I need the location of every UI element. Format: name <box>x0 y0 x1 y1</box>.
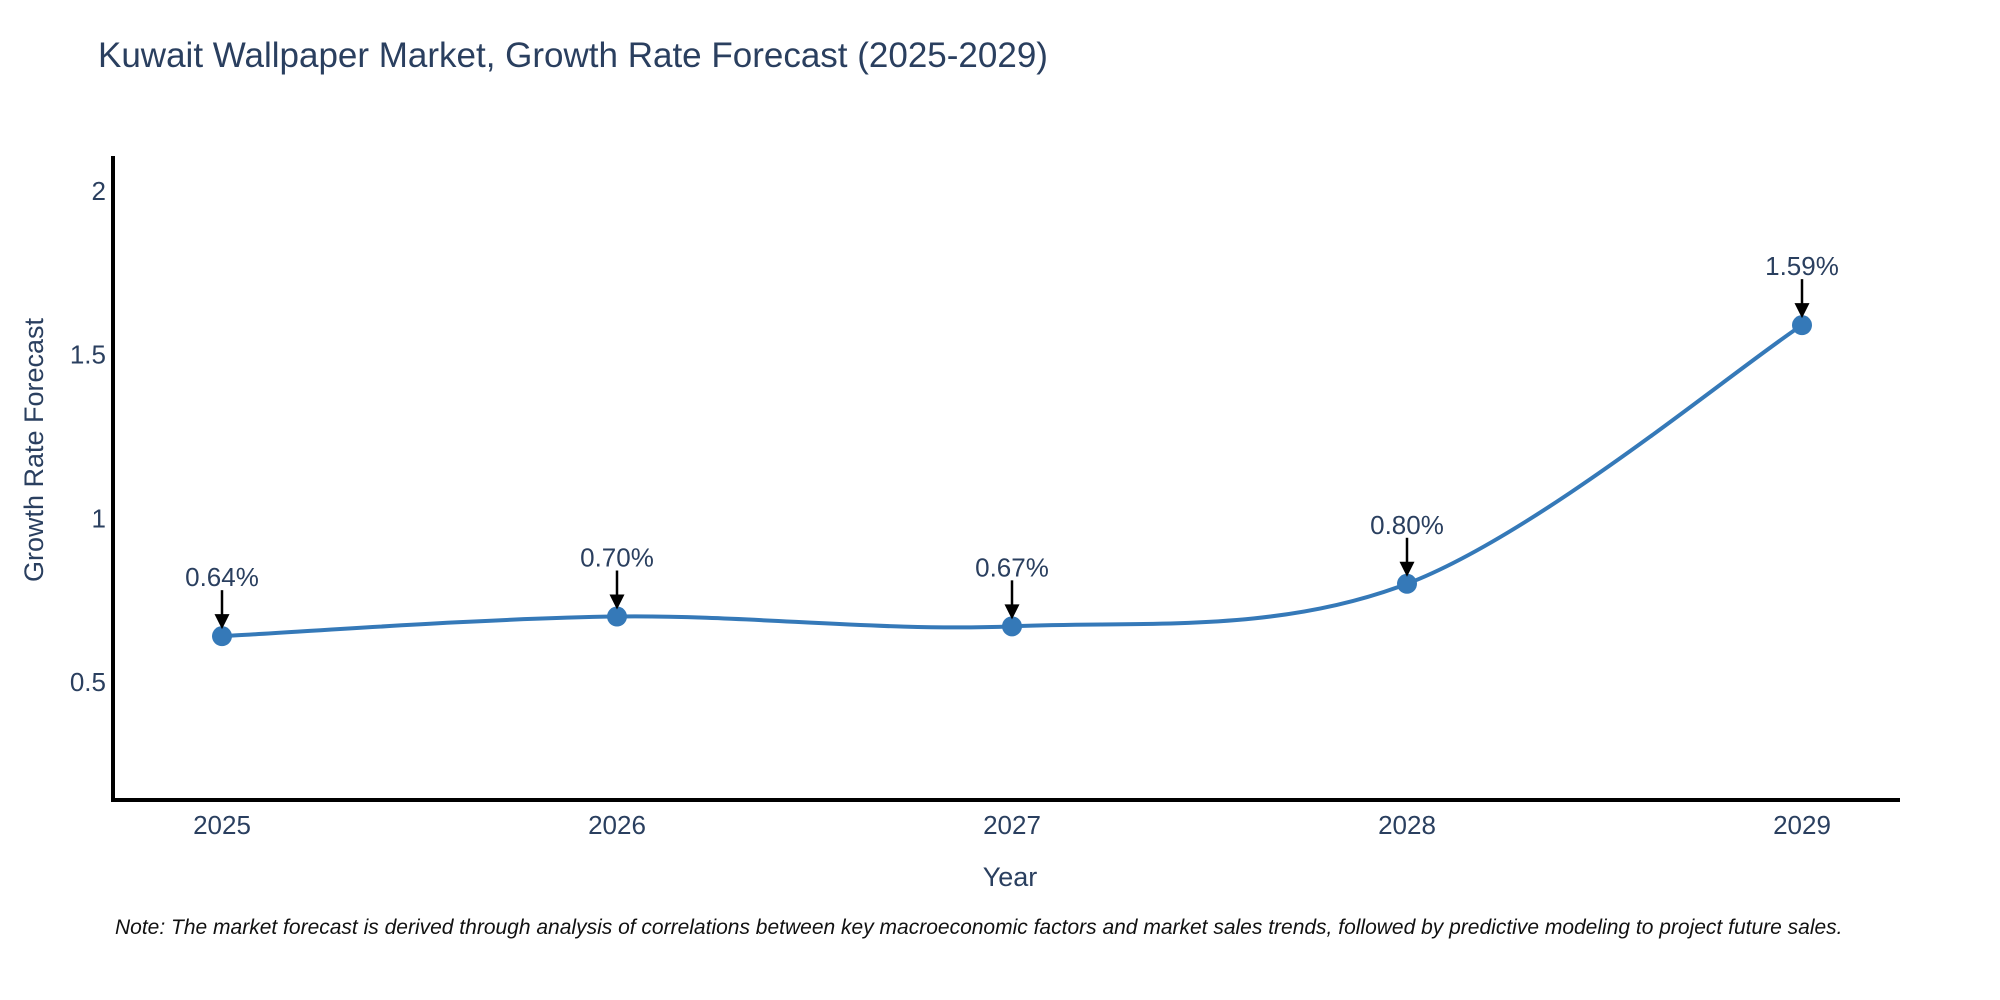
x-tick-label: 2026 <box>588 810 646 840</box>
chart-title: Kuwait Wallpaper Market, Growth Rate For… <box>98 36 1048 75</box>
x-axis-title: Year <box>983 862 1038 892</box>
x-tick-label: 2027 <box>983 810 1041 840</box>
y-tick-label: 1.5 <box>70 340 106 370</box>
data-point[interactable] <box>212 626 232 647</box>
data-point-label: 1.59% <box>1765 251 1839 281</box>
x-tick-label: 2025 <box>193 810 251 840</box>
data-point-label: 0.80% <box>1370 510 1444 540</box>
annotation-arrowhead-icon <box>1399 561 1415 577</box>
data-point[interactable] <box>607 606 627 627</box>
data-point[interactable] <box>1397 573 1417 594</box>
y-tick-label: 0.5 <box>70 667 106 697</box>
x-tick-label: 2028 <box>1378 810 1436 840</box>
y-tick-label: 2 <box>92 176 106 206</box>
data-point-label: 0.67% <box>975 552 1049 582</box>
data-point[interactable] <box>1792 315 1812 336</box>
x-tick-label: 2029 <box>1773 810 1831 840</box>
y-tick-label: 1 <box>92 503 106 533</box>
annotation-arrowhead-icon <box>1794 303 1810 319</box>
data-point[interactable] <box>1002 616 1022 637</box>
annotation-arrowhead-icon <box>214 614 230 630</box>
y-axis-title: Growth Rate Forecast <box>19 317 49 582</box>
annotation-arrowhead-icon <box>1004 604 1020 620</box>
annotation-arrowhead-icon <box>609 594 625 610</box>
data-point-label: 0.64% <box>185 562 259 592</box>
footnote: Note: The market forecast is derived thr… <box>115 916 1843 939</box>
data-point-label: 0.70% <box>580 543 654 573</box>
